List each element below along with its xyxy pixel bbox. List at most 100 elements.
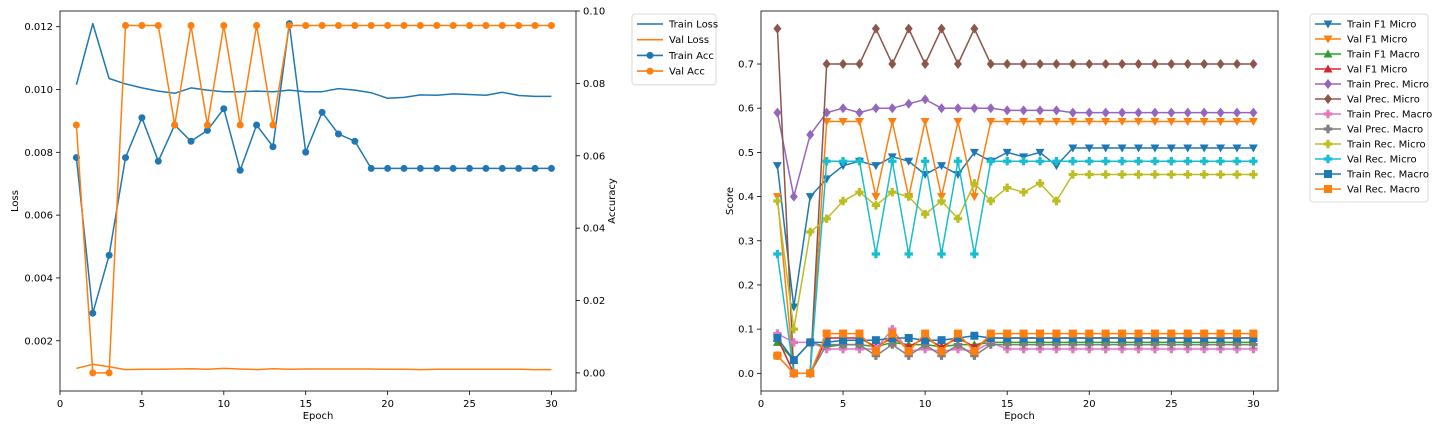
data-point: [854, 117, 864, 126]
data-point: [253, 21, 261, 29]
data-point: [302, 21, 310, 29]
data-point: [203, 126, 211, 134]
series-val-loss: [76, 363, 552, 371]
data-point: [351, 137, 359, 145]
data-point: [1216, 59, 1225, 70]
data-point: [1216, 107, 1225, 118]
legend-entry: Val Rec. Macro: [1315, 185, 1420, 196]
data-point: [416, 164, 424, 172]
data-point: [953, 340, 963, 349]
data-point: [351, 21, 359, 29]
data-point: [89, 309, 97, 317]
data-point: [888, 157, 897, 166]
y-tick-label: 0.010: [24, 85, 53, 96]
data-point: [1216, 144, 1226, 153]
data-point: [1035, 117, 1045, 126]
legend-handle-marker: [1324, 185, 1332, 193]
series-val-prec-macro: [773, 340, 1258, 378]
legend-label: Train Loss: [668, 20, 718, 31]
data-point: [1035, 148, 1045, 157]
data-point: [1167, 340, 1176, 349]
data-point: [888, 340, 897, 349]
data-point: [1216, 333, 1225, 342]
data-point: [871, 351, 881, 360]
series-line: [776, 335, 1254, 361]
legend-handle-marker: [646, 51, 654, 59]
data-point: [953, 117, 963, 126]
data-point: [937, 249, 946, 259]
data-point: [1232, 170, 1242, 179]
data-point: [921, 59, 930, 70]
data-point: [1150, 333, 1159, 342]
legend-label: Val F1 Micro: [1347, 65, 1407, 76]
data-point: [122, 154, 130, 162]
data-point: [547, 21, 555, 29]
data-point: [969, 148, 979, 157]
data-point: [1134, 157, 1143, 166]
data-point: [920, 340, 930, 349]
data-point: [838, 196, 848, 206]
data-point: [871, 23, 880, 34]
data-point: [105, 251, 113, 259]
data-point: [1200, 107, 1209, 118]
data-point: [1035, 179, 1045, 188]
data-point: [871, 249, 881, 259]
data-point: [937, 162, 947, 171]
data-point: [871, 201, 881, 210]
data-point: [1167, 170, 1176, 179]
data-point: [888, 59, 897, 70]
data-point: [1166, 117, 1176, 126]
x-tick-label: 10: [217, 399, 230, 410]
data-point: [855, 59, 864, 70]
data-point: [1068, 117, 1078, 126]
data-point: [773, 249, 782, 259]
data-point: [1134, 107, 1143, 118]
data-point: [1019, 157, 1028, 166]
data-point: [1249, 59, 1258, 70]
data-point: [773, 196, 782, 206]
data-point: [1183, 157, 1192, 166]
data-point: [937, 103, 946, 114]
x-tick-label: 20: [381, 399, 394, 410]
data-point: [1003, 333, 1012, 342]
data-point: [466, 21, 474, 29]
data-point: [871, 103, 880, 114]
data-point: [547, 164, 555, 172]
data-point: [187, 137, 195, 145]
data-point: [1232, 157, 1242, 166]
data-point: [531, 164, 539, 172]
data-point: [986, 59, 995, 70]
data-point: [921, 329, 930, 338]
y-axis-label: Loss: [10, 190, 21, 212]
y2-tick-label: 0.02: [583, 296, 605, 307]
data-point: [384, 164, 392, 172]
legend-label: Val Prec. Macro: [1347, 125, 1423, 136]
y2-tick-label: 0.00: [583, 368, 605, 379]
data-point: [1118, 329, 1127, 338]
x-tick-label: 5: [840, 399, 846, 410]
data-point: [1150, 329, 1159, 338]
legend-label: Val Acc: [669, 67, 705, 78]
data-point: [1036, 105, 1045, 116]
data-point: [1134, 329, 1143, 338]
data-point: [1101, 107, 1110, 118]
data-point: [1101, 157, 1110, 166]
series-line: [75, 24, 552, 374]
data-point: [806, 227, 815, 237]
data-point: [970, 331, 979, 340]
data-point: [904, 23, 913, 34]
data-point: [1133, 144, 1143, 153]
data-point: [334, 130, 342, 138]
legend-label: Train Rec. Macro: [1346, 170, 1429, 181]
data-point: [855, 344, 864, 354]
data-point: [1232, 117, 1242, 126]
data-point: [855, 157, 864, 166]
data-point: [986, 117, 996, 126]
x-tick-label: 20: [1083, 399, 1096, 410]
data-point: [822, 214, 831, 223]
legend-entry: Train Rec. Macro: [1315, 170, 1429, 181]
data-point: [1101, 344, 1110, 354]
data-point: [1232, 144, 1242, 153]
data-point: [466, 164, 474, 172]
legend-label: Val Loss: [669, 35, 709, 46]
